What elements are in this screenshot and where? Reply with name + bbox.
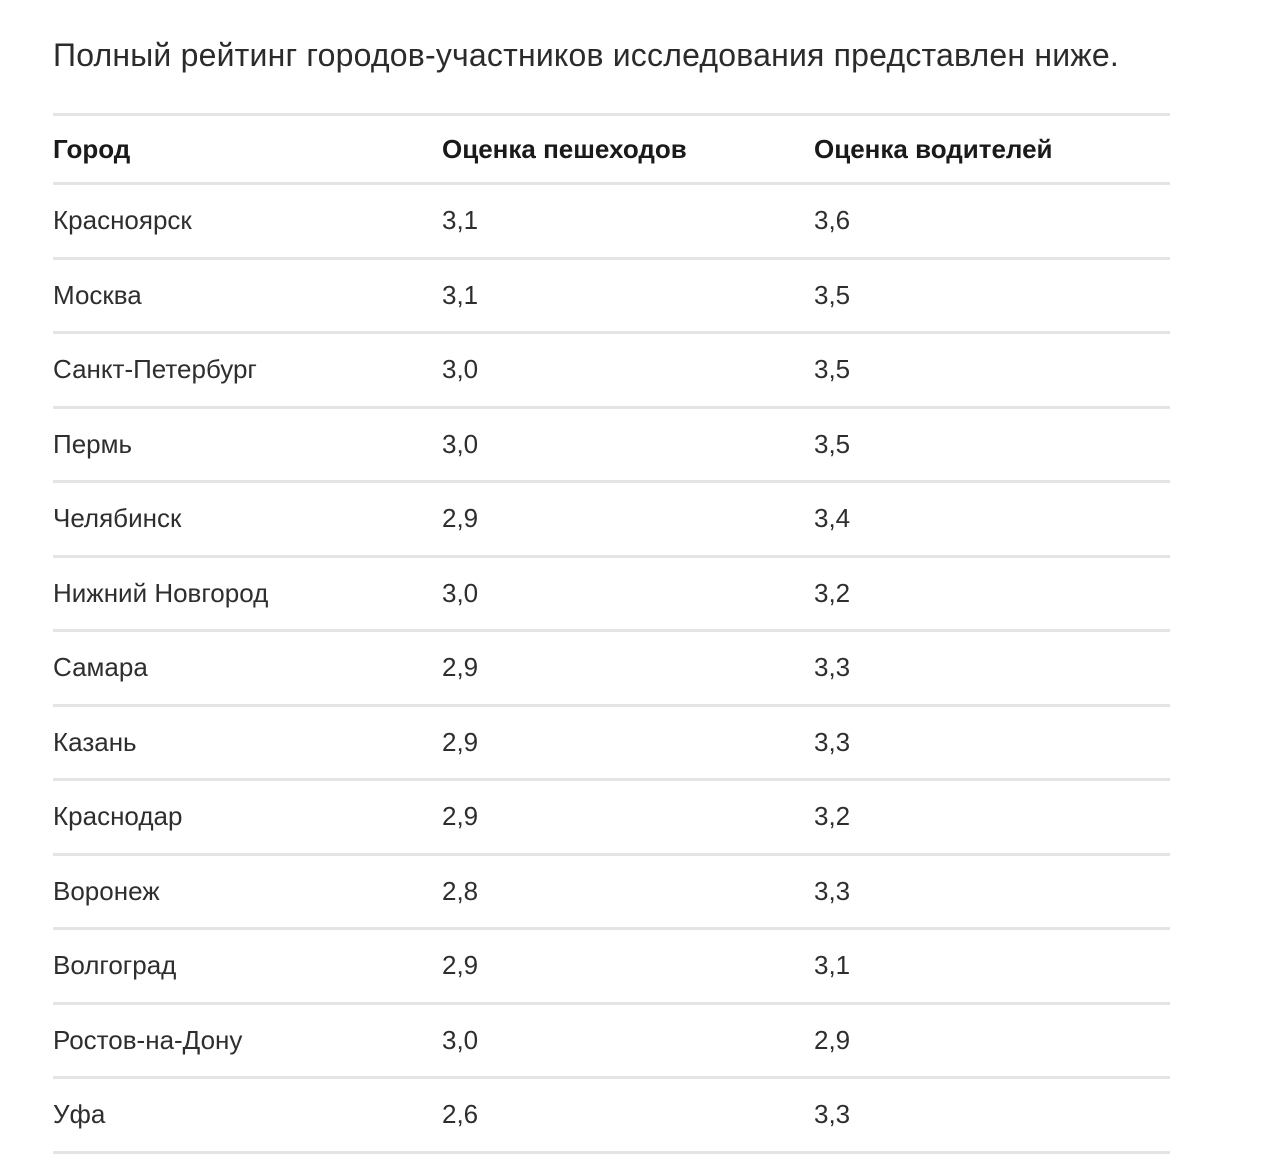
table-row: Красноярск 3,1 3,6 xyxy=(53,185,1170,260)
driver-score: 3,4 xyxy=(814,503,851,534)
city-name: Пермь xyxy=(53,428,133,459)
driver-score: 3,5 xyxy=(814,428,851,459)
city-name: Ростов-на-Дону xyxy=(53,1024,243,1055)
city-name: Красноярск xyxy=(53,205,192,236)
driver-score: 3,3 xyxy=(814,726,851,757)
table-row: Самара 2,9 3,3 xyxy=(53,632,1170,707)
pedestrian-score: 2,9 xyxy=(442,726,479,757)
city-name: Челябинск xyxy=(53,503,182,534)
city-name: Казань xyxy=(53,726,137,757)
pedestrian-score: 2,9 xyxy=(442,503,479,534)
city-name: Уфа xyxy=(53,1099,106,1130)
table-row: Москва 3,1 3,5 xyxy=(53,260,1170,334)
driver-score: 3,3 xyxy=(814,652,851,683)
city-name: Москва xyxy=(53,279,142,310)
table-row: Ростов-на-Дону 3,0 2,9 xyxy=(53,1005,1170,1079)
pedestrian-score: 2,6 xyxy=(442,1099,479,1130)
driver-score: 3,3 xyxy=(814,1099,851,1130)
pedestrian-score: 2,9 xyxy=(442,950,479,981)
city-name: Санкт-Петербург xyxy=(53,354,257,385)
pedestrian-score: 2,9 xyxy=(442,652,479,683)
pedestrian-score: 2,8 xyxy=(442,875,479,906)
city-name: Краснодар xyxy=(53,801,183,832)
table-row: Нижний Новгород 3,0 3,2 xyxy=(53,558,1170,632)
header-city: Город xyxy=(53,133,131,164)
pedestrian-score: 3,1 xyxy=(442,279,479,310)
pedestrian-score: 2,9 xyxy=(442,801,479,832)
driver-score: 3,5 xyxy=(814,354,851,385)
driver-score: 3,6 xyxy=(814,205,851,236)
pedestrian-score: 3,0 xyxy=(442,428,479,459)
driver-score: 3,3 xyxy=(814,875,851,906)
table-row: Пермь 3,0 3,5 xyxy=(53,409,1170,483)
table-row: Санкт-Петербург 3,0 3,5 xyxy=(53,334,1170,409)
header-driver-score: Оценка водителей xyxy=(814,133,1053,164)
table-row: Воронеж 2,8 3,3 xyxy=(53,856,1170,930)
driver-score: 3,5 xyxy=(814,279,851,310)
table-row: Уфа 2,6 3,3 xyxy=(53,1079,1170,1154)
city-name: Воронеж xyxy=(53,875,160,906)
pedestrian-score: 3,1 xyxy=(442,205,479,236)
table-row: Казань 2,9 3,3 xyxy=(53,707,1170,781)
driver-score: 3,1 xyxy=(814,950,851,981)
pedestrian-score: 3,0 xyxy=(442,577,479,608)
city-name: Самара xyxy=(53,652,148,683)
table-row: Волгоград 2,9 3,1 xyxy=(53,930,1170,1005)
pedestrian-score: 3,0 xyxy=(442,354,479,385)
table-row: Челябинск 2,9 3,4 xyxy=(53,483,1170,558)
table-header-row: Город Оценка пешеходов Оценка водителей xyxy=(53,116,1170,185)
city-name: Волгоград xyxy=(53,950,177,981)
driver-score: 3,2 xyxy=(814,801,851,832)
city-name: Нижний Новгород xyxy=(53,577,269,608)
city-rating-table: Город Оценка пешеходов Оценка водителей … xyxy=(53,113,1170,1154)
header-pedestrian-score: Оценка пешеходов xyxy=(442,133,687,164)
intro-text: Полный рейтинг городов-участников исслед… xyxy=(53,37,1119,73)
table-row: Краснодар 2,9 3,2 xyxy=(53,781,1170,856)
driver-score: 2,9 xyxy=(814,1024,851,1055)
article-content: Полный рейтинг городов-участников исслед… xyxy=(53,0,1170,1154)
pedestrian-score: 3,0 xyxy=(442,1024,479,1055)
driver-score: 3,2 xyxy=(814,577,851,608)
